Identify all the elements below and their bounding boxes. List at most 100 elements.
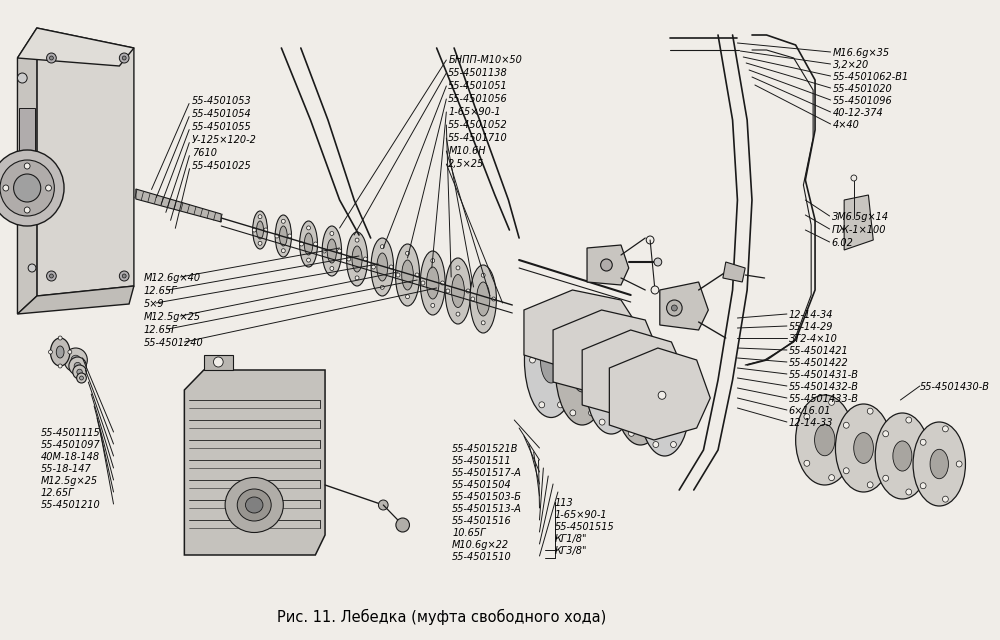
Circle shape <box>655 389 661 395</box>
Text: 55-4501510: 55-4501510 <box>452 552 512 562</box>
Circle shape <box>431 259 435 262</box>
Text: 55-4501503-Б: 55-4501503-Б <box>452 492 522 502</box>
Circle shape <box>74 362 81 370</box>
Text: 6.02: 6.02 <box>832 238 853 248</box>
Text: М10.6Н: М10.6Н <box>448 146 486 156</box>
Ellipse shape <box>524 303 578 417</box>
Circle shape <box>24 163 30 169</box>
Text: 55-4501055: 55-4501055 <box>192 122 252 132</box>
Text: 55-4501521В: 55-4501521В <box>452 444 519 454</box>
Circle shape <box>539 402 545 408</box>
Polygon shape <box>204 355 233 370</box>
Circle shape <box>558 402 563 408</box>
Circle shape <box>119 53 129 63</box>
Circle shape <box>355 238 359 242</box>
Text: 5×9: 5×9 <box>144 299 164 309</box>
Text: 55-4501421: 55-4501421 <box>789 346 849 356</box>
Circle shape <box>653 360 659 367</box>
Ellipse shape <box>655 383 675 425</box>
Ellipse shape <box>304 233 313 255</box>
Circle shape <box>646 236 654 244</box>
Text: КГ1/8": КГ1/8" <box>555 534 588 544</box>
Ellipse shape <box>875 413 930 499</box>
Text: 12.65Г: 12.65Г <box>144 286 177 296</box>
Circle shape <box>49 274 53 278</box>
Circle shape <box>380 244 384 249</box>
Text: 55-4501431-В: 55-4501431-В <box>789 370 859 380</box>
Ellipse shape <box>352 246 362 272</box>
Circle shape <box>658 391 666 399</box>
Ellipse shape <box>327 239 337 263</box>
Text: Рис. 11. Лебедка (муфта свободного хода): Рис. 11. Лебедка (муфта свободного хода) <box>277 609 606 625</box>
Text: 12.65Г: 12.65Г <box>41 488 74 498</box>
Circle shape <box>471 297 475 301</box>
Circle shape <box>492 297 496 301</box>
Circle shape <box>570 324 576 330</box>
Text: 55-4501056: 55-4501056 <box>448 94 508 104</box>
Circle shape <box>213 357 223 367</box>
Circle shape <box>567 357 573 363</box>
Text: М12.5g×25: М12.5g×25 <box>41 476 98 486</box>
Circle shape <box>347 257 351 261</box>
Polygon shape <box>553 310 660 395</box>
Circle shape <box>330 232 334 236</box>
Text: 55-4501516: 55-4501516 <box>452 516 512 526</box>
Circle shape <box>671 305 677 311</box>
Ellipse shape <box>835 404 892 492</box>
Circle shape <box>829 475 835 481</box>
Text: 55-4501515: 55-4501515 <box>555 522 615 532</box>
Circle shape <box>618 335 623 341</box>
Text: 3,2×20: 3,2×20 <box>833 60 869 70</box>
Circle shape <box>671 442 676 447</box>
Circle shape <box>530 357 535 363</box>
Polygon shape <box>844 195 873 250</box>
Circle shape <box>258 214 262 219</box>
Circle shape <box>49 56 53 60</box>
Circle shape <box>570 410 576 416</box>
Circle shape <box>252 228 256 232</box>
Text: 55-4501433-В: 55-4501433-В <box>789 394 859 404</box>
Circle shape <box>605 350 612 358</box>
Circle shape <box>71 355 80 365</box>
Polygon shape <box>587 245 629 285</box>
Text: 55-14-29: 55-14-29 <box>789 322 833 332</box>
Ellipse shape <box>615 339 666 445</box>
Text: М16.6g×35: М16.6g×35 <box>833 48 890 58</box>
Circle shape <box>47 53 56 63</box>
Circle shape <box>561 367 566 373</box>
Text: ЗТ2-4×10: ЗТ2-4×10 <box>789 334 838 344</box>
Circle shape <box>558 312 563 318</box>
Text: М10.6g×22: М10.6g×22 <box>452 540 509 550</box>
Ellipse shape <box>639 352 690 456</box>
Circle shape <box>843 422 849 428</box>
Ellipse shape <box>395 244 420 306</box>
Ellipse shape <box>601 358 622 402</box>
Circle shape <box>322 249 326 253</box>
Text: 55-4501097: 55-4501097 <box>41 440 101 450</box>
Text: 55-4501430-В: 55-4501430-В <box>920 382 990 392</box>
Circle shape <box>628 348 634 354</box>
Polygon shape <box>184 370 325 555</box>
Text: 55-4501422: 55-4501422 <box>789 358 849 368</box>
Text: 12-14-33: 12-14-33 <box>789 418 833 428</box>
Text: 55-4501513-А: 55-4501513-А <box>452 504 522 514</box>
Circle shape <box>644 401 650 407</box>
Ellipse shape <box>796 395 854 485</box>
Circle shape <box>49 350 52 354</box>
Circle shape <box>867 408 873 414</box>
Circle shape <box>883 476 889 481</box>
Circle shape <box>589 324 594 330</box>
Text: 55-4501210: 55-4501210 <box>41 500 101 510</box>
Text: 55-4501115: 55-4501115 <box>41 428 101 438</box>
Circle shape <box>288 234 292 238</box>
Circle shape <box>378 500 388 510</box>
Circle shape <box>867 482 873 488</box>
Ellipse shape <box>540 337 562 383</box>
Circle shape <box>466 289 470 293</box>
Ellipse shape <box>279 226 287 246</box>
Circle shape <box>0 160 54 216</box>
Circle shape <box>14 174 41 202</box>
Circle shape <box>64 348 87 372</box>
Circle shape <box>281 249 285 253</box>
Circle shape <box>920 453 926 459</box>
